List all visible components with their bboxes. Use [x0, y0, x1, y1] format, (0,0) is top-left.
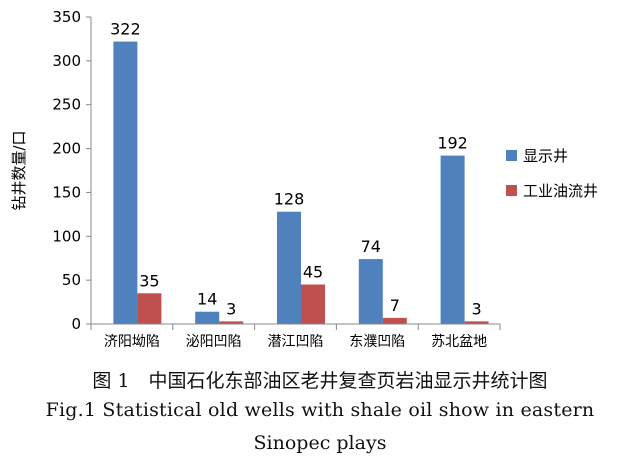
- bar-industrial-oil-well: [301, 284, 325, 324]
- data-label: 7: [390, 296, 400, 315]
- data-label: 3: [226, 299, 236, 318]
- bar-industrial-oil-well: [382, 317, 407, 324]
- data-label: 45: [303, 263, 323, 282]
- x-category-label: 苏北盆地: [431, 334, 487, 350]
- y-axis-label: 钻井数量/口: [10, 130, 28, 210]
- x-category-label: 泌阳凹陷: [186, 334, 242, 350]
- bar-chart: 0 50 100 150 200 250 300 350 322 14 128 74 192 35 3 45…: [10, 8, 598, 350]
- legend-label: 工业油流井: [523, 182, 598, 200]
- x-category-label: 潜江凹陷: [268, 334, 324, 350]
- y-tick-label: 250: [52, 96, 81, 114]
- y-axis: 0 50 100 150 200 250 300 350: [52, 8, 92, 333]
- bar-industrial-oil-well: [137, 293, 162, 324]
- data-label: 35: [139, 271, 159, 290]
- figure-caption-chinese: 图 1 中国石化东部油区老井复查页岩油显示井统计图: [92, 370, 548, 392]
- bar-show-well: [195, 311, 220, 324]
- x-category-label: 东濮凹陷: [349, 334, 405, 350]
- data-label: 192: [437, 134, 468, 153]
- y-tick-label: 50: [62, 271, 81, 289]
- x-axis: 济阳坳陷 泌阳凹陷 潜江凹陷 东濮凹陷 苏北盆地: [90, 323, 501, 350]
- bar-show-well: [358, 259, 383, 324]
- data-label: 74: [361, 237, 381, 256]
- bar-show-well: [277, 211, 301, 324]
- x-category-label: 济阳坳陷: [104, 334, 160, 350]
- bar-industrial-oil-well: [219, 321, 244, 324]
- data-label: 322: [110, 20, 141, 39]
- legend-label: 显示井: [523, 147, 568, 165]
- y-tick-label: 200: [52, 140, 81, 158]
- bar-show-well: [440, 155, 465, 324]
- data-label: 128: [274, 190, 305, 209]
- figure-caption-english-line1: Fig.1 Statistical old wells with shale o…: [45, 399, 595, 421]
- data-label: 3: [472, 299, 482, 318]
- figure-caption-english-line2: Sinopec plays: [253, 432, 387, 454]
- bar-industrial-oil-well: [464, 321, 489, 324]
- y-tick-label: 0: [71, 315, 81, 333]
- y-tick-label: 300: [52, 52, 81, 70]
- bar-show-well: [113, 41, 138, 325]
- legend-swatch: [506, 185, 517, 196]
- data-label: 14: [197, 290, 217, 309]
- legend-swatch: [506, 150, 517, 161]
- y-tick-label: 350: [52, 8, 81, 26]
- bars: 322 14 128 74 192 35 3 45 7 3: [110, 20, 489, 325]
- y-tick-label: 150: [52, 183, 81, 201]
- y-tick-label: 100: [52, 227, 81, 245]
